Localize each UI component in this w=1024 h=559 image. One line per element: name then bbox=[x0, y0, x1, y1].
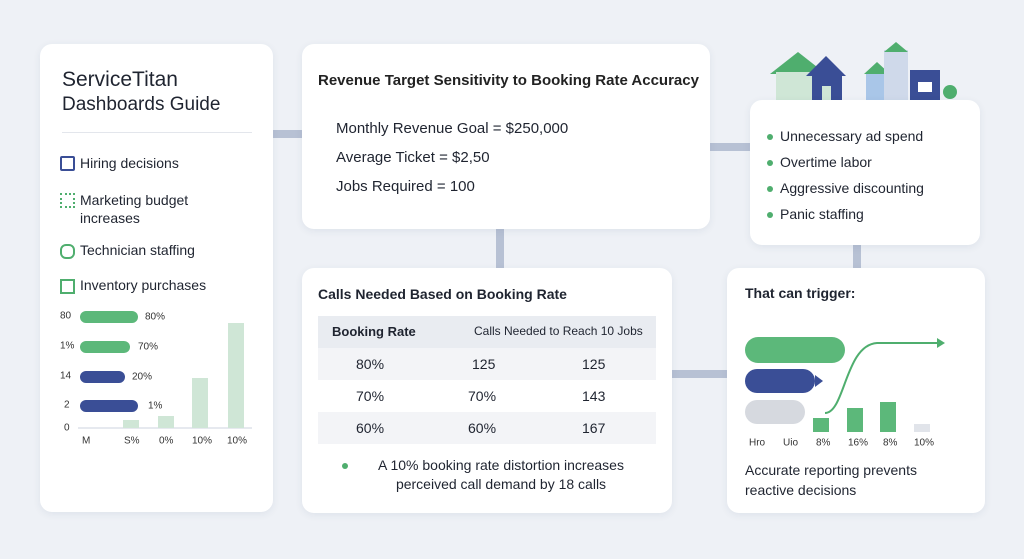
trigger-column bbox=[880, 402, 896, 432]
sidebar-card: ServiceTitan Dashboards Guide Hiring dec… bbox=[40, 44, 273, 512]
bullet bbox=[767, 186, 773, 192]
trigger-column bbox=[813, 418, 829, 432]
trigger-chart: Hro Uio 8% 16% 8% 10% bbox=[745, 337, 945, 449]
item-icon bbox=[60, 279, 75, 294]
card-title: Calls Needed Based on Booking Rate bbox=[318, 286, 567, 302]
cell: 80% bbox=[356, 356, 385, 372]
mini-bar bbox=[80, 400, 138, 412]
item-icon bbox=[60, 193, 75, 208]
trigger-x-label: 8% bbox=[883, 438, 898, 449]
sidebar-item: Marketing budget increases bbox=[80, 192, 189, 226]
calls-card: Calls Needed Based on Booking Rate Booki… bbox=[302, 268, 672, 513]
mini-bar bbox=[80, 371, 125, 383]
cell: 60% bbox=[468, 420, 497, 436]
risk-item: Aggressive discounting bbox=[780, 180, 924, 196]
mini-column bbox=[228, 323, 244, 428]
trigger-bar bbox=[745, 400, 805, 424]
trend-arrow bbox=[824, 342, 937, 414]
card-title: Revenue Target Sensitivity to Booking Ra… bbox=[318, 72, 699, 89]
footer-text: Accurate reporting prevents reactive dec… bbox=[745, 462, 917, 498]
table-row: 60% 60% 167 bbox=[318, 412, 656, 444]
mini-y-label: 14 bbox=[60, 371, 72, 382]
revenue-line: Jobs Required = 100 bbox=[336, 178, 475, 195]
mini-y-label: 80 bbox=[60, 311, 72, 322]
trigger-card: That can trigger: Hro Uio 8% 16% 8% 10% … bbox=[727, 268, 985, 513]
trigger-x-label: Uio bbox=[783, 438, 798, 449]
connector bbox=[853, 245, 861, 269]
bullet bbox=[767, 134, 773, 140]
cell: 125 bbox=[472, 356, 496, 372]
mini-column bbox=[158, 416, 174, 428]
mini-bar bbox=[80, 311, 138, 323]
bullet bbox=[767, 160, 773, 166]
arrow-head bbox=[937, 338, 945, 348]
trigger-x-label: Hro bbox=[749, 438, 766, 449]
mini-y-label: 1% bbox=[60, 341, 75, 352]
sidebar-subtitle: Dashboards Guide bbox=[62, 94, 221, 115]
mini-y-label: 0 bbox=[64, 423, 70, 434]
mini-y-label: 2 bbox=[64, 400, 70, 411]
cell: 143 bbox=[582, 388, 606, 404]
mini-column bbox=[123, 420, 139, 428]
sidebar-item: Technician staffing bbox=[80, 242, 195, 258]
mini-bar-label: 20% bbox=[132, 372, 152, 383]
risks-card: Unnecessary ad spend Overtime labor Aggr… bbox=[750, 100, 980, 245]
risk-item: Unnecessary ad spend bbox=[780, 128, 924, 144]
mini-bar bbox=[80, 341, 130, 353]
item-icon bbox=[60, 156, 75, 171]
cell: 70% bbox=[468, 388, 497, 404]
header-cell: Calls Needed to Reach 10 Jobs bbox=[474, 324, 643, 338]
revenue-card: Revenue Target Sensitivity to Booking Ra… bbox=[302, 44, 710, 229]
connector bbox=[273, 130, 303, 138]
mini-bar-label: 80% bbox=[145, 312, 165, 323]
connector bbox=[496, 229, 504, 269]
trigger-bar bbox=[745, 369, 815, 393]
houses-illustration bbox=[770, 42, 957, 102]
revenue-line: Average Ticket = $2,50 bbox=[336, 149, 490, 166]
trigger-x-label: 10% bbox=[914, 438, 934, 449]
item-icon bbox=[60, 244, 75, 259]
note: A 10% booking rate distortion increases … bbox=[378, 457, 624, 492]
trigger-column bbox=[847, 408, 863, 432]
arrow-head bbox=[815, 375, 823, 387]
trigger-bar bbox=[745, 337, 845, 363]
table-row: 70% 70% 143 bbox=[318, 380, 656, 412]
cell: 125 bbox=[582, 356, 606, 372]
table-header: Booking Rate Calls Needed to Reach 10 Jo… bbox=[318, 316, 656, 348]
mini-column bbox=[192, 378, 208, 428]
cell: 167 bbox=[582, 420, 606, 436]
card-title: That can trigger: bbox=[745, 285, 856, 301]
cell: 70% bbox=[356, 388, 385, 404]
trigger-x-label: 16% bbox=[848, 438, 868, 449]
trigger-column bbox=[914, 424, 930, 432]
mini-x-label: M bbox=[82, 436, 90, 447]
mini-bar-label: 1% bbox=[148, 401, 163, 412]
connector bbox=[710, 143, 750, 151]
mini-x-label: 10% bbox=[192, 436, 212, 447]
table-row: 80% 125 125 bbox=[318, 348, 656, 380]
table: Booking Rate Calls Needed to Reach 10 Jo… bbox=[318, 316, 656, 444]
mini-bar-label: 70% bbox=[138, 342, 158, 353]
mini-chart: 80 1% 14 2 0 80% 70% 20% 1% M S% 0% 10% … bbox=[60, 311, 252, 447]
mini-x-label: 10% bbox=[227, 436, 247, 447]
bullet bbox=[767, 212, 773, 218]
sidebar-title: ServiceTitan bbox=[62, 68, 178, 91]
bullet bbox=[342, 463, 348, 469]
mini-x-label: S% bbox=[124, 436, 140, 447]
sidebar-item: Inventory purchases bbox=[80, 277, 207, 293]
cell: 60% bbox=[356, 420, 385, 436]
revenue-line: Monthly Revenue Goal = $250,000 bbox=[336, 120, 569, 137]
sidebar-item: Hiring decisions bbox=[80, 155, 179, 171]
mini-x-label: 0% bbox=[159, 436, 174, 447]
divider bbox=[62, 132, 252, 133]
header-cell: Booking Rate bbox=[332, 324, 416, 339]
risk-item: Overtime labor bbox=[780, 154, 872, 170]
connector bbox=[672, 370, 728, 378]
risk-item: Panic staffing bbox=[780, 206, 864, 222]
trigger-x-label: 8% bbox=[816, 438, 831, 449]
